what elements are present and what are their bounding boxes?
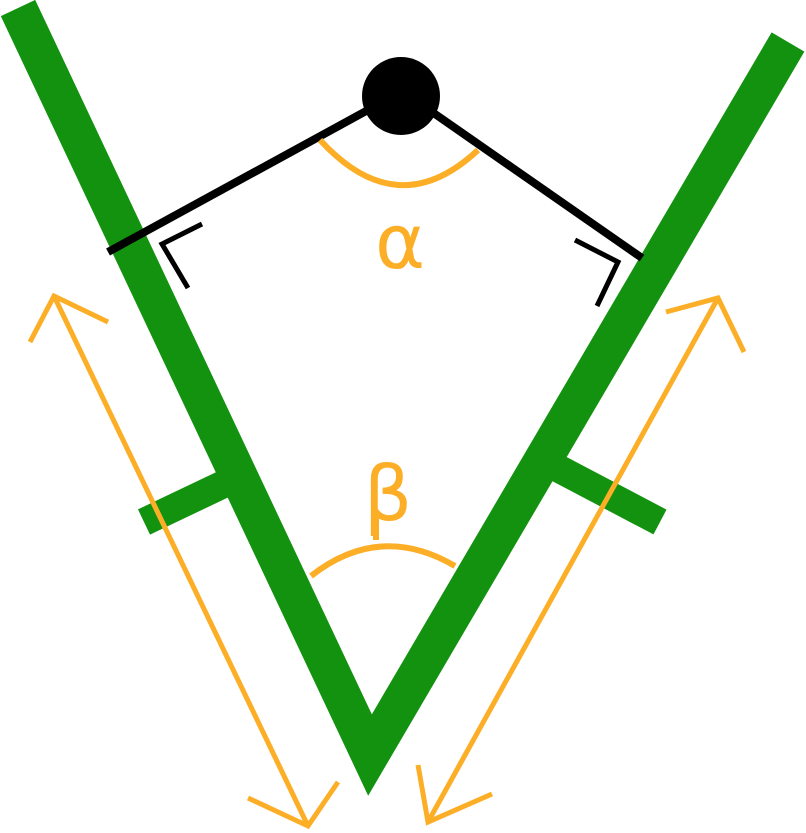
right-length-arrow xyxy=(425,296,721,824)
right-right-angle-marker xyxy=(573,237,622,308)
angle-annotations: α β xyxy=(309,137,481,579)
right-tab xyxy=(539,449,667,535)
beta-arc xyxy=(309,543,457,579)
left-normal-line xyxy=(106,94,392,256)
left-right-angle-marker xyxy=(158,221,204,290)
alpha-label: α xyxy=(375,197,425,286)
pivot-point xyxy=(362,57,440,135)
right-arrow-head-top xyxy=(665,295,747,354)
length-arrows xyxy=(27,292,747,830)
left-arrow-head-bottom xyxy=(246,780,341,830)
beta-label: β xyxy=(364,449,413,538)
alpha-arc xyxy=(317,137,481,189)
v-plate-outline xyxy=(0,0,805,796)
left-arrow-head-top xyxy=(27,292,110,344)
right-arrow-head-bottom xyxy=(415,764,494,826)
normals xyxy=(106,57,645,308)
left-tab xyxy=(137,469,235,535)
right-normal-line xyxy=(409,94,645,262)
left-length-arrow xyxy=(51,294,311,828)
